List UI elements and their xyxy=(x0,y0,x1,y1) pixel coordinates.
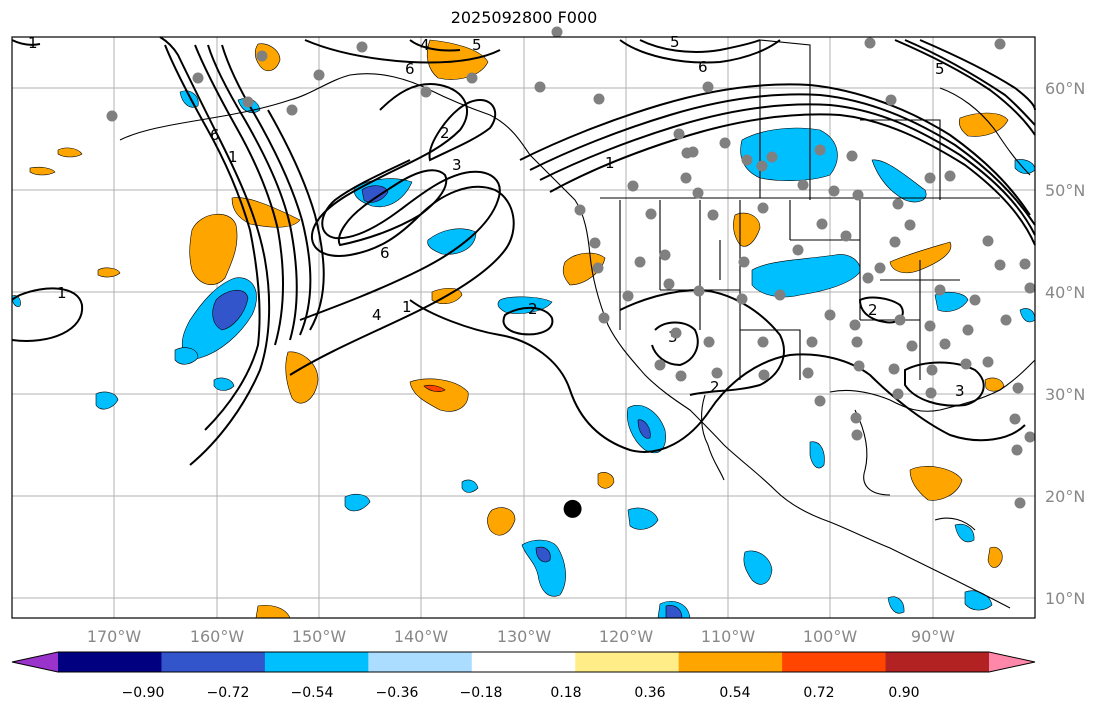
lon-tick: 120°W xyxy=(599,627,654,646)
contours xyxy=(11,36,1036,466)
colorbar-segment xyxy=(782,652,887,672)
colorbar-segment xyxy=(58,652,162,672)
colorbar-segment xyxy=(678,652,783,672)
lat-tick: 10°N xyxy=(1045,589,1085,608)
colorbar-tick-label: 0.36 xyxy=(634,685,665,701)
colorbar-extend-max xyxy=(989,652,1035,672)
colorbar-tick-label: −0.72 xyxy=(207,685,250,701)
colorbar-segment xyxy=(885,652,990,672)
lon-tick: 100°W xyxy=(803,627,858,646)
contour-label: 1 xyxy=(605,154,615,172)
lat-tick: 30°N xyxy=(1045,385,1085,404)
colorbar-outline xyxy=(11,651,1036,673)
colorbar-tick-label: 0.72 xyxy=(803,685,834,701)
colorbar xyxy=(11,651,1036,673)
contour-label: 1 xyxy=(402,298,412,316)
lon-tick: 130°W xyxy=(497,627,552,646)
colorbar-segment xyxy=(368,652,473,672)
lon-tick: 110°W xyxy=(701,627,756,646)
colorbar-tick-label: 0.18 xyxy=(550,685,581,701)
contour-label: 5 xyxy=(472,36,482,54)
contour-labels: 4 5 5 6 6 5 1 2 3 1 6 6 2 4 1 2 3 2 3 1 … xyxy=(28,33,965,400)
contour-label: 2 xyxy=(710,378,720,396)
contour-label: 5 xyxy=(670,33,680,51)
colorbar-extend-min xyxy=(12,652,58,672)
colorbar-segment xyxy=(161,652,266,672)
contour-label: 5 xyxy=(935,60,945,78)
lon-tick: 90°W xyxy=(911,627,955,646)
contour-label: 6 xyxy=(698,58,708,76)
contour-label: 6 xyxy=(405,60,415,78)
graticule xyxy=(12,37,1035,618)
colorbar-segment xyxy=(264,652,369,672)
lat-tick: 40°N xyxy=(1045,283,1085,302)
coastlines xyxy=(119,39,1036,609)
contour-label: 1 xyxy=(28,34,38,52)
lon-tick: 170°W xyxy=(87,627,142,646)
contour-label: 3 xyxy=(955,382,965,400)
contour-label: 3 xyxy=(452,156,462,174)
contour-label: 6 xyxy=(380,244,390,262)
lat-tick: 50°N xyxy=(1045,181,1085,200)
lat-tick-labels: 60°N 50°N 40°N 30°N 20°N 10°N xyxy=(1045,79,1085,608)
contour-label: 2 xyxy=(868,301,878,319)
colorbar-tick-label: −0.90 xyxy=(122,685,165,701)
colorbar-tick-label: −0.54 xyxy=(291,685,334,701)
contour-label: 2 xyxy=(528,300,538,318)
lon-tick-labels: 170°W 160°W 150°W 140°W 130°W 120°W 110°… xyxy=(87,627,955,646)
contour-label: 4 xyxy=(420,36,430,54)
contour-label: 2 xyxy=(440,124,450,142)
contour-label: 6 xyxy=(210,126,220,144)
contour-label: 1 xyxy=(228,148,238,166)
storm-center-marker xyxy=(563,499,582,518)
colorbar-segment xyxy=(575,652,680,672)
contour-label: 4 xyxy=(372,306,382,324)
colorbar-tick-label: −0.36 xyxy=(376,685,419,701)
map-title: 2025092800 F000 xyxy=(450,8,598,27)
colorbar-segment xyxy=(471,652,576,672)
lat-tick: 20°N xyxy=(1045,487,1085,506)
lat-tick: 60°N xyxy=(1045,79,1085,98)
map-frame xyxy=(11,36,1036,619)
lon-tick: 140°W xyxy=(394,627,449,646)
lon-tick: 160°W xyxy=(190,627,245,646)
colorbar-tick-label: 0.90 xyxy=(888,685,919,701)
contour-label: 1 xyxy=(57,284,67,302)
colorbar-tick-label: −0.18 xyxy=(460,685,503,701)
colorbar-labels: −0.90 −0.72 −0.54 −0.36 −0.18 0.18 0.36 … xyxy=(122,685,920,701)
station-dots xyxy=(106,26,1036,509)
lon-tick: 150°W xyxy=(292,627,347,646)
colorbar-tick-label: 0.54 xyxy=(719,685,750,701)
